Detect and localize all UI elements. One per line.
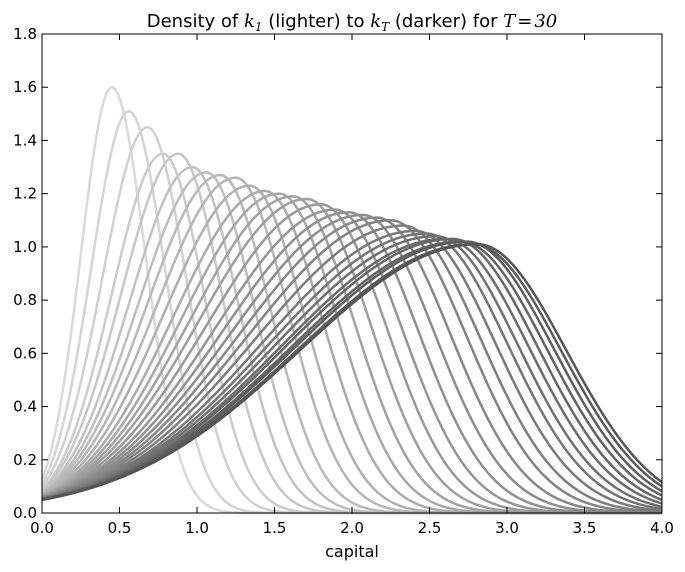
density-curve-t26 xyxy=(41,237,663,502)
x-tick-label: 3.5 xyxy=(573,519,597,537)
density-curve-t18 xyxy=(41,213,662,515)
y-tick-label: 1.2 xyxy=(13,185,37,203)
density-curve-t21 xyxy=(41,224,663,514)
y-tick-label: 1.0 xyxy=(13,238,37,256)
y-tick-label: 1.4 xyxy=(13,131,37,149)
x-tick-label: 1.5 xyxy=(263,519,287,537)
y-tick-label: 0.2 xyxy=(13,451,37,469)
chart-title: Density of k1 (lighter) to kT (darker) f… xyxy=(147,11,557,34)
density-curve-t24 xyxy=(41,234,663,508)
x-tick-label: 3.0 xyxy=(495,519,519,537)
x-tick-label: 4.0 xyxy=(650,519,674,537)
x-tick-label: 0.0 xyxy=(30,519,54,537)
x-tick-label: 0.5 xyxy=(108,519,132,537)
y-tick-label: 1.6 xyxy=(13,78,37,96)
y-tick-label: 0.0 xyxy=(13,504,37,522)
density-curve-t23 xyxy=(41,232,663,511)
y-tick-label: 1.8 xyxy=(13,25,37,43)
density-curve-t30 xyxy=(41,242,663,502)
density-curve-t20 xyxy=(41,219,663,514)
y-tick-labels: 0.0 0.2 0.4 0.6 0.8 1.0 1.2 1.4 1.6 1.8 xyxy=(13,25,37,522)
x-tick-label: 1.0 xyxy=(185,519,209,537)
plot-frame xyxy=(41,33,663,514)
y-tick-label: 0.6 xyxy=(13,344,37,362)
density-curve-t17 xyxy=(41,211,662,515)
density-curve-t22 xyxy=(41,229,663,512)
density-curve-t19 xyxy=(41,216,663,515)
x-tick-label: 2.0 xyxy=(340,519,364,537)
x-axis-label: capital xyxy=(325,542,379,561)
y-tick-label: 0.4 xyxy=(13,398,37,416)
y-tick-label: 0.8 xyxy=(13,291,37,309)
density-curve-t16 xyxy=(41,208,662,515)
x-tick-label: 2.5 xyxy=(418,519,442,537)
x-tick-labels: 0.0 0.5 1.0 1.5 2.0 2.5 3.0 3.5 4.0 xyxy=(30,519,674,537)
